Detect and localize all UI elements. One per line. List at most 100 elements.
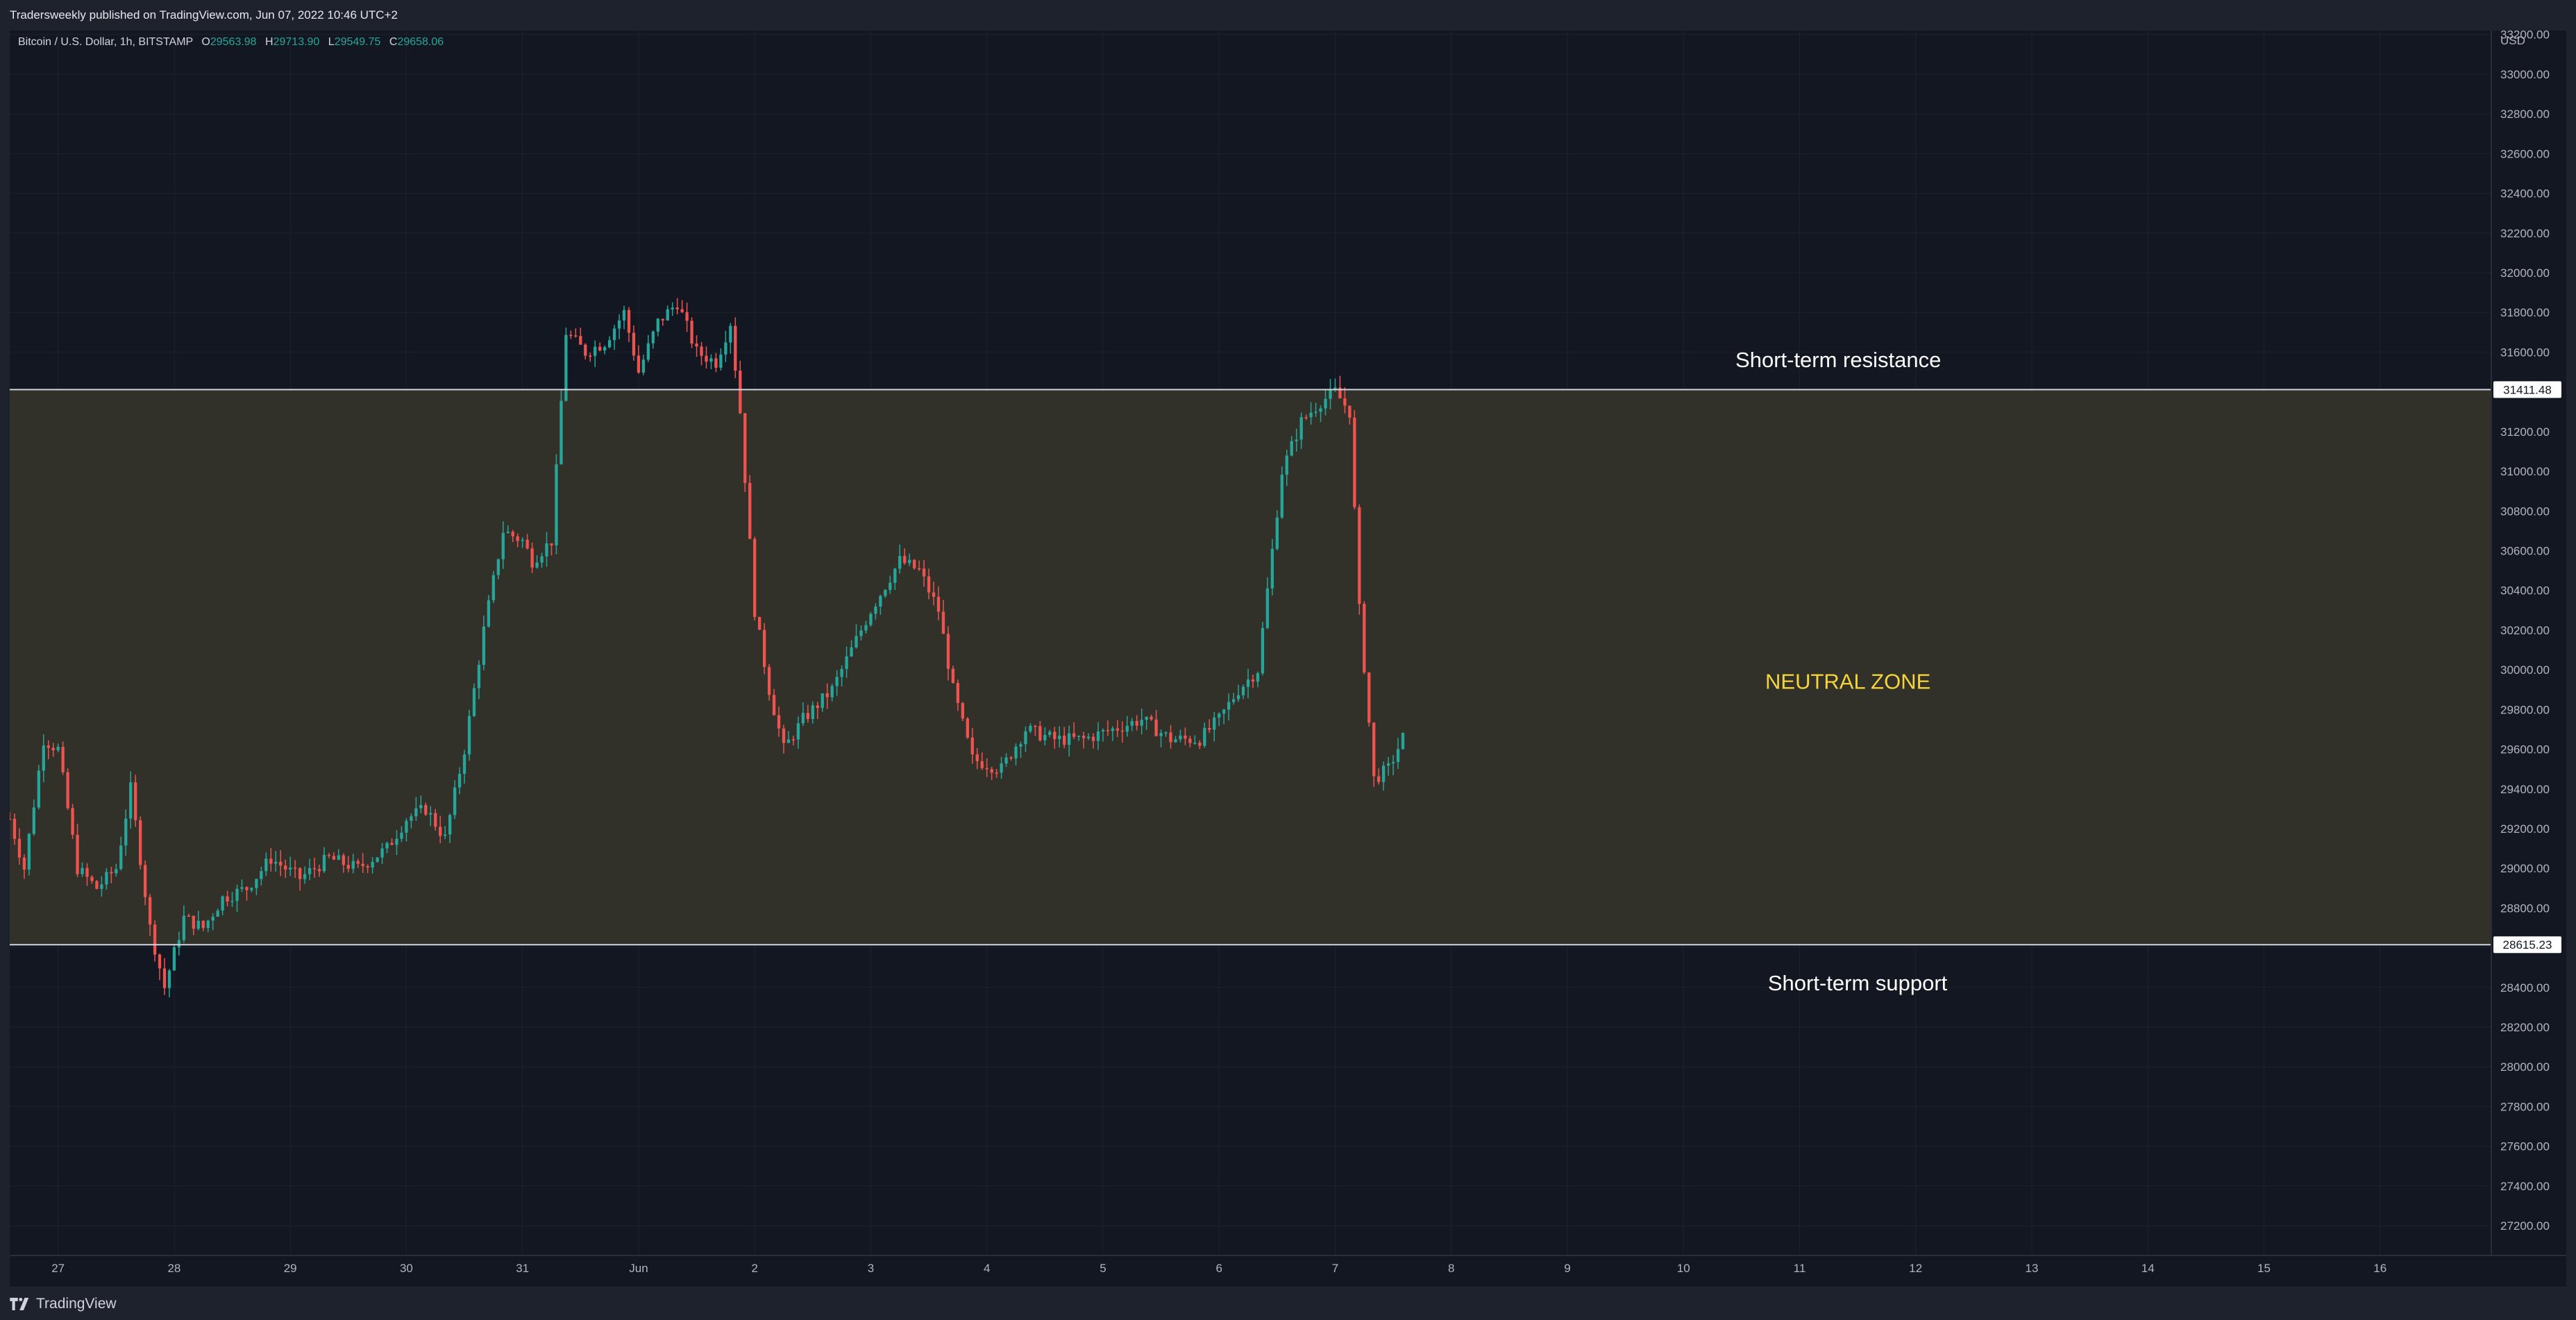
- candle-body: [308, 868, 311, 874]
- candle-body: [367, 866, 369, 868]
- price-tick-label: 28400.00: [2500, 981, 2550, 995]
- candle-body: [966, 718, 969, 737]
- candle-body: [521, 540, 524, 541]
- candle-body: [1377, 777, 1380, 782]
- footer-bar: TradingView: [0, 1287, 2576, 1320]
- time-tick-label: 2: [751, 1262, 757, 1275]
- candle-body: [705, 356, 707, 362]
- candle-body: [376, 858, 378, 862]
- candle-body: [187, 915, 190, 917]
- price-tick-label: 27600.00: [2500, 1140, 2550, 1153]
- price-tick-label: 32600.00: [2500, 147, 2550, 160]
- candle-body: [1004, 757, 1007, 763]
- currency-label: USD: [2500, 34, 2525, 47]
- candle-body: [1111, 729, 1114, 731]
- chart-area[interactable]: 27200.00 27400.00 27600.00 27800.00 28000.00…: [10, 31, 2566, 1287]
- candle-body: [1237, 695, 1240, 700]
- candle-body: [439, 827, 441, 836]
- candle-body: [1300, 417, 1303, 439]
- candle-body: [105, 872, 108, 884]
- candle-body: [1397, 749, 1399, 762]
- candle-body: [139, 820, 142, 865]
- candle-body: [598, 347, 601, 350]
- time-axis-background: [10, 1255, 2566, 1287]
- candle-body: [313, 868, 316, 870]
- candle-body: [739, 371, 741, 413]
- candle-body: [1136, 721, 1138, 726]
- candle-body: [874, 607, 877, 614]
- candle-body: [71, 808, 74, 834]
- candle-body: [13, 819, 16, 839]
- candle-body: [923, 568, 925, 576]
- candle-body: [410, 816, 412, 821]
- candle-body: [1295, 439, 1298, 441]
- candle-body: [1024, 731, 1027, 745]
- candle-body: [212, 917, 214, 921]
- candle-body: [1087, 736, 1090, 738]
- price-tick-label: 27800.00: [2500, 1100, 2550, 1113]
- candle-body: [908, 560, 911, 564]
- candle-body: [1063, 736, 1066, 745]
- candle-body: [458, 774, 461, 788]
- candle-body: [1222, 709, 1225, 713]
- candle-body: [134, 782, 137, 820]
- price-tick-label: 32800.00: [2500, 108, 2550, 121]
- close-value: 29658.06: [397, 36, 444, 48]
- candle-body: [1048, 731, 1051, 734]
- price-tick-label: 29200.00: [2500, 822, 2550, 836]
- candle-body: [1068, 734, 1070, 745]
- candle-body: [52, 748, 55, 750]
- candle-body: [608, 340, 611, 347]
- candle-body: [235, 889, 238, 901]
- candle-body: [264, 858, 267, 871]
- tradingview-logo-icon[interactable]: [10, 1298, 31, 1310]
- candle-body: [893, 568, 896, 582]
- tradingview-brand[interactable]: TradingView: [36, 1296, 117, 1312]
- candle-body: [1372, 722, 1375, 776]
- candle-body: [269, 858, 272, 863]
- candle-body: [685, 312, 688, 321]
- candle-body: [1174, 739, 1177, 742]
- candle-body: [352, 861, 355, 869]
- candle-body: [371, 862, 374, 868]
- candle-body: [153, 924, 156, 954]
- candle-body: [700, 346, 702, 355]
- candle-body: [652, 332, 655, 344]
- candle-body: [1276, 518, 1279, 549]
- candle-body: [168, 970, 171, 988]
- price-tick-label: 33000.00: [2500, 68, 2550, 81]
- candle-body: [274, 862, 277, 864]
- candle-body: [816, 705, 819, 708]
- candle-body: [637, 355, 640, 373]
- candle-body: [579, 336, 582, 345]
- candle-body: [1179, 736, 1181, 740]
- candle-body: [1072, 734, 1075, 737]
- candle-body: [183, 915, 185, 940]
- candle-body: [1261, 628, 1264, 673]
- time-tick-label: 8: [1448, 1262, 1454, 1275]
- candle-body: [642, 359, 645, 373]
- candle-body: [976, 754, 979, 761]
- candle-body: [42, 745, 45, 770]
- candle-body: [690, 321, 693, 344]
- candle-body: [390, 843, 393, 845]
- candle-body: [724, 343, 727, 355]
- candlestick-chart[interactable]: 27200.00 27400.00 27600.00 27800.00 28000.00…: [10, 31, 2566, 1287]
- candle-body: [952, 669, 954, 683]
- candle-body: [163, 968, 166, 988]
- candle-body: [898, 556, 901, 569]
- candle-body: [550, 543, 553, 545]
- candle-body: [1218, 713, 1220, 718]
- candle-body: [512, 532, 514, 536]
- candle-body: [709, 358, 712, 362]
- candle-body: [158, 954, 161, 968]
- candle-body: [405, 821, 407, 833]
- candle-body: [1150, 717, 1152, 720]
- candle-body: [1290, 441, 1293, 456]
- candle-body: [1082, 736, 1085, 738]
- candle-body: [1121, 731, 1124, 732]
- candle-body: [1271, 549, 1274, 589]
- candle-body: [57, 747, 60, 750]
- candle-body: [802, 713, 805, 723]
- candle-body: [124, 818, 127, 845]
